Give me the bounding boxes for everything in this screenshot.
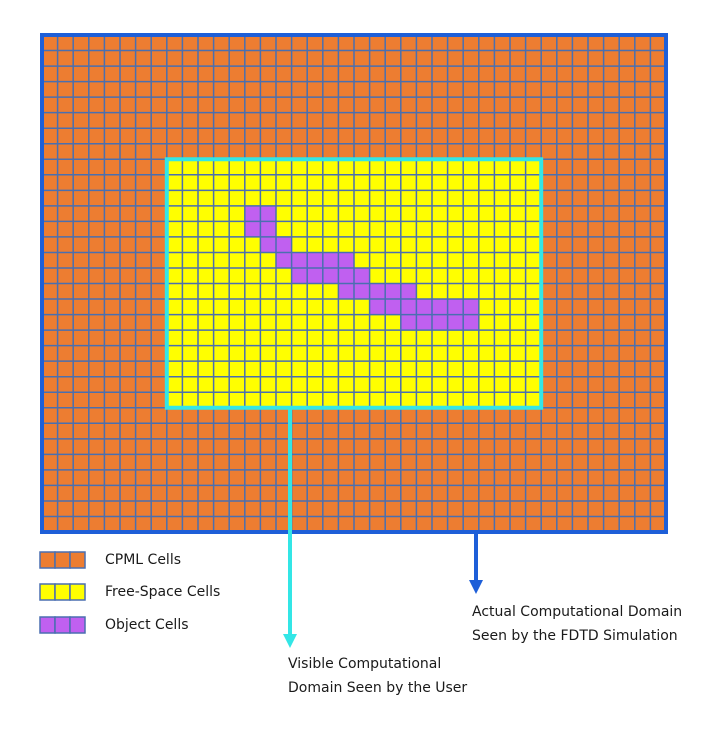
object-cells	[291, 267, 370, 284]
legend-label: CPML Cells	[105, 552, 181, 568]
visible-domain-arrowhead	[283, 634, 297, 648]
legend-label: Free-Space Cells	[105, 584, 220, 600]
legend-swatch	[54, 583, 71, 601]
visible-domain-border	[164, 157, 544, 410]
legend-swatch	[39, 616, 56, 634]
annotation: Actual Computational Domain	[472, 604, 682, 620]
object-cells	[276, 252, 354, 268]
actual-domain-arrowhead	[469, 580, 483, 594]
legend-swatch	[69, 616, 86, 634]
cell-grid	[40, 33, 668, 534]
legend-label: Object Cells	[105, 617, 189, 633]
annotation: Domain Seen by the User	[288, 680, 467, 696]
legend-swatch	[69, 551, 86, 569]
object-cells	[369, 299, 479, 315]
object-cells	[338, 283, 417, 300]
actual-domain-border	[40, 33, 668, 534]
legend-swatch	[69, 583, 86, 601]
annotation: Seen by the FDTD Simulation	[472, 628, 678, 644]
legend-swatch	[39, 551, 56, 569]
annotation: Visible Computational	[288, 656, 441, 672]
legend-swatch	[54, 551, 71, 569]
legend-swatch	[39, 583, 56, 601]
legend: CPML Cells Free-Space Cells Object Cells	[39, 551, 220, 634]
legend-swatch	[54, 616, 71, 634]
object-cells	[400, 314, 479, 331]
